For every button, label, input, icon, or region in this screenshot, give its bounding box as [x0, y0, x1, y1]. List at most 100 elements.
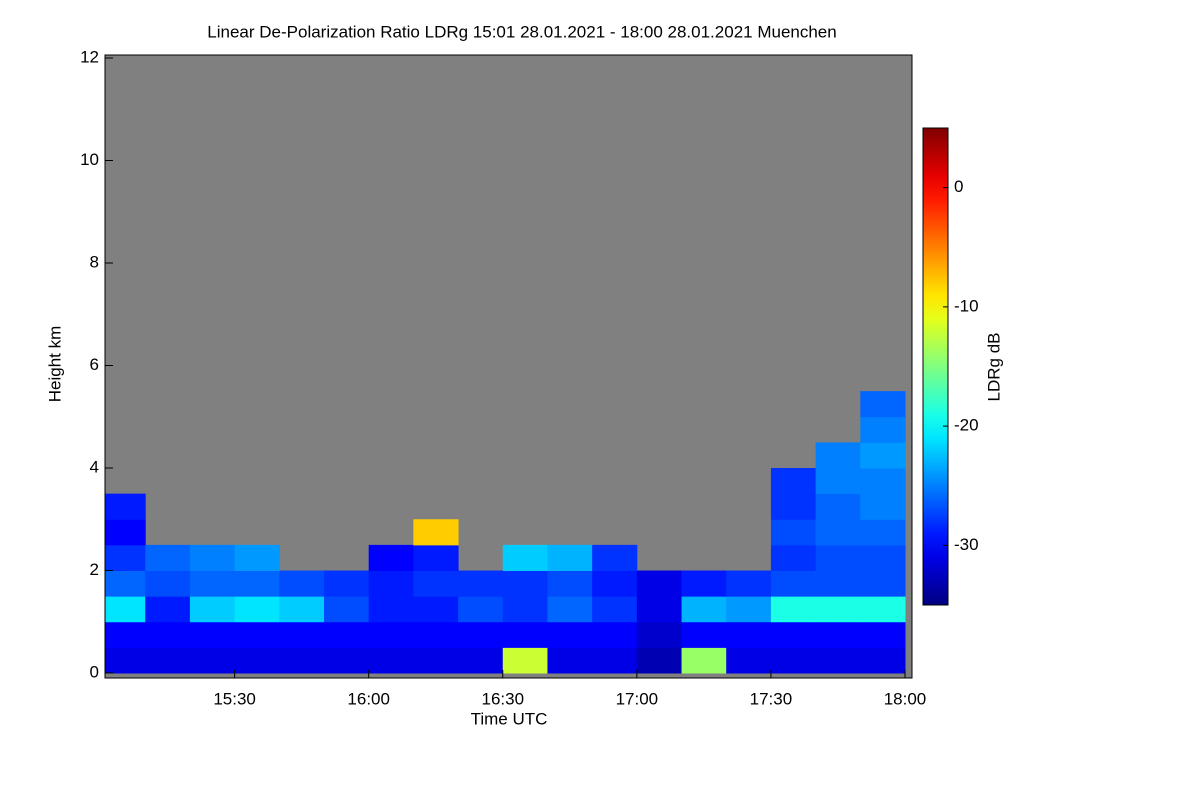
heatmap-cell — [413, 519, 459, 546]
heatmap-cell — [592, 621, 638, 648]
heatmap-cell — [770, 519, 817, 546]
heatmap-cell — [458, 621, 504, 648]
heatmap-cell — [681, 596, 727, 623]
heatmap-cell — [368, 647, 414, 674]
heatmap-cell — [189, 621, 236, 648]
heatmap-cell — [413, 596, 459, 623]
heatmap-cell — [279, 621, 325, 648]
heatmap-cell — [726, 570, 772, 597]
heatmap-cell — [105, 621, 146, 648]
heatmap-cell — [770, 647, 817, 674]
colorbar-tick-label: -30 — [954, 535, 979, 554]
heatmap-cell — [458, 596, 504, 623]
heatmap-cell — [770, 570, 817, 597]
heatmap-cell — [189, 570, 236, 597]
heatmap-cell — [681, 621, 727, 648]
heatmap-cell — [234, 544, 280, 571]
heatmap-cell — [105, 493, 146, 520]
chart-title: Linear De-Polarization Ratio LDRg 15:01 … — [207, 22, 836, 41]
heatmap-cell — [815, 493, 861, 520]
heatmap-cell — [547, 570, 593, 597]
heatmap-cell — [105, 647, 146, 674]
heatmap-cell — [860, 416, 906, 443]
heatmap-cell — [815, 442, 861, 469]
heatmap-cell — [234, 596, 280, 623]
heatmap-cell — [413, 647, 459, 674]
heatmap-cell — [770, 621, 817, 648]
heatmap-cell — [770, 544, 817, 571]
heatmap-cell — [279, 596, 325, 623]
x-tick-label: 18:00 — [884, 689, 927, 708]
heatmap-cell — [413, 570, 459, 597]
heatmap-cell — [145, 647, 191, 674]
heatmap-cell — [458, 570, 504, 597]
heatmap-cell — [815, 468, 861, 495]
heatmap-cell — [105, 519, 146, 546]
heatmap-cell — [860, 519, 906, 546]
heatmap-cell — [726, 647, 772, 674]
heatmap-cell — [860, 544, 906, 571]
heatmap-cell — [323, 621, 370, 648]
heatmap-cell — [502, 621, 548, 648]
heatmap-cell — [860, 442, 906, 469]
heatmap-cell — [860, 621, 906, 648]
heatmap-cell — [234, 647, 280, 674]
heatmap-cell — [860, 468, 906, 495]
colorbar — [922, 127, 949, 606]
x-tick-label: 16:00 — [347, 689, 390, 708]
heatmap-cell — [547, 544, 593, 571]
heatmap-cell — [105, 596, 146, 623]
y-tick-label: 12 — [80, 47, 99, 66]
y-tick-label: 8 — [90, 252, 99, 271]
heatmap-cell — [770, 596, 817, 623]
heatmap-cell — [189, 647, 236, 674]
heatmap-cell — [815, 621, 861, 648]
heatmap-cell — [860, 570, 906, 597]
heatmap-cell — [726, 621, 772, 648]
heatmap-cell — [368, 570, 414, 597]
heatmap-cell — [105, 570, 146, 597]
heatmap-cell — [681, 647, 727, 674]
y-axis-label: Height km — [45, 326, 64, 403]
heatmap-cell — [815, 544, 861, 571]
colorbar-tick-label: -20 — [954, 416, 979, 435]
x-tick-label: 17:30 — [750, 689, 793, 708]
heatmap-cell — [502, 596, 548, 623]
heatmap-cell — [458, 647, 504, 674]
heatmap-cell — [636, 596, 683, 623]
x-axis-label: Time UTC — [471, 709, 548, 728]
heatmap-cell — [860, 391, 906, 418]
heatmap-cell — [105, 544, 146, 571]
heatmap-cell — [323, 647, 370, 674]
x-tick-label: 16:30 — [481, 689, 524, 708]
heatmap-cell — [860, 647, 906, 674]
heatmap-cell — [145, 544, 191, 571]
heatmap-cell — [145, 621, 191, 648]
heatmap-cell — [815, 596, 861, 623]
heatmap-cell — [234, 570, 280, 597]
heatmap-cell — [547, 621, 593, 648]
heatmap-cell — [681, 570, 727, 597]
heatmap-cell — [547, 647, 593, 674]
y-tick-label: 2 — [90, 560, 99, 579]
heatmap-cell — [726, 596, 772, 623]
heatmap-cell — [368, 621, 414, 648]
colorbar-label: LDRg dB — [984, 333, 1003, 402]
heatmap-cell — [502, 544, 548, 571]
heatmap-cell — [547, 596, 593, 623]
heatmap-cell — [636, 621, 683, 648]
heatmap-cell — [770, 468, 817, 495]
y-tick-label: 0 — [90, 662, 99, 681]
heatmap-cell — [860, 493, 906, 520]
heatmap-cell — [815, 647, 861, 674]
heatmap-cell — [368, 544, 414, 571]
heatmap-cell — [770, 493, 817, 520]
heatmap-cell — [279, 647, 325, 674]
heatmap-cell — [815, 519, 861, 546]
heatmap-cell — [413, 621, 459, 648]
heatmap-cell — [815, 570, 861, 597]
heatmap-cell — [323, 570, 370, 597]
heatmap-cell — [323, 596, 370, 623]
heatmap-cell — [234, 621, 280, 648]
